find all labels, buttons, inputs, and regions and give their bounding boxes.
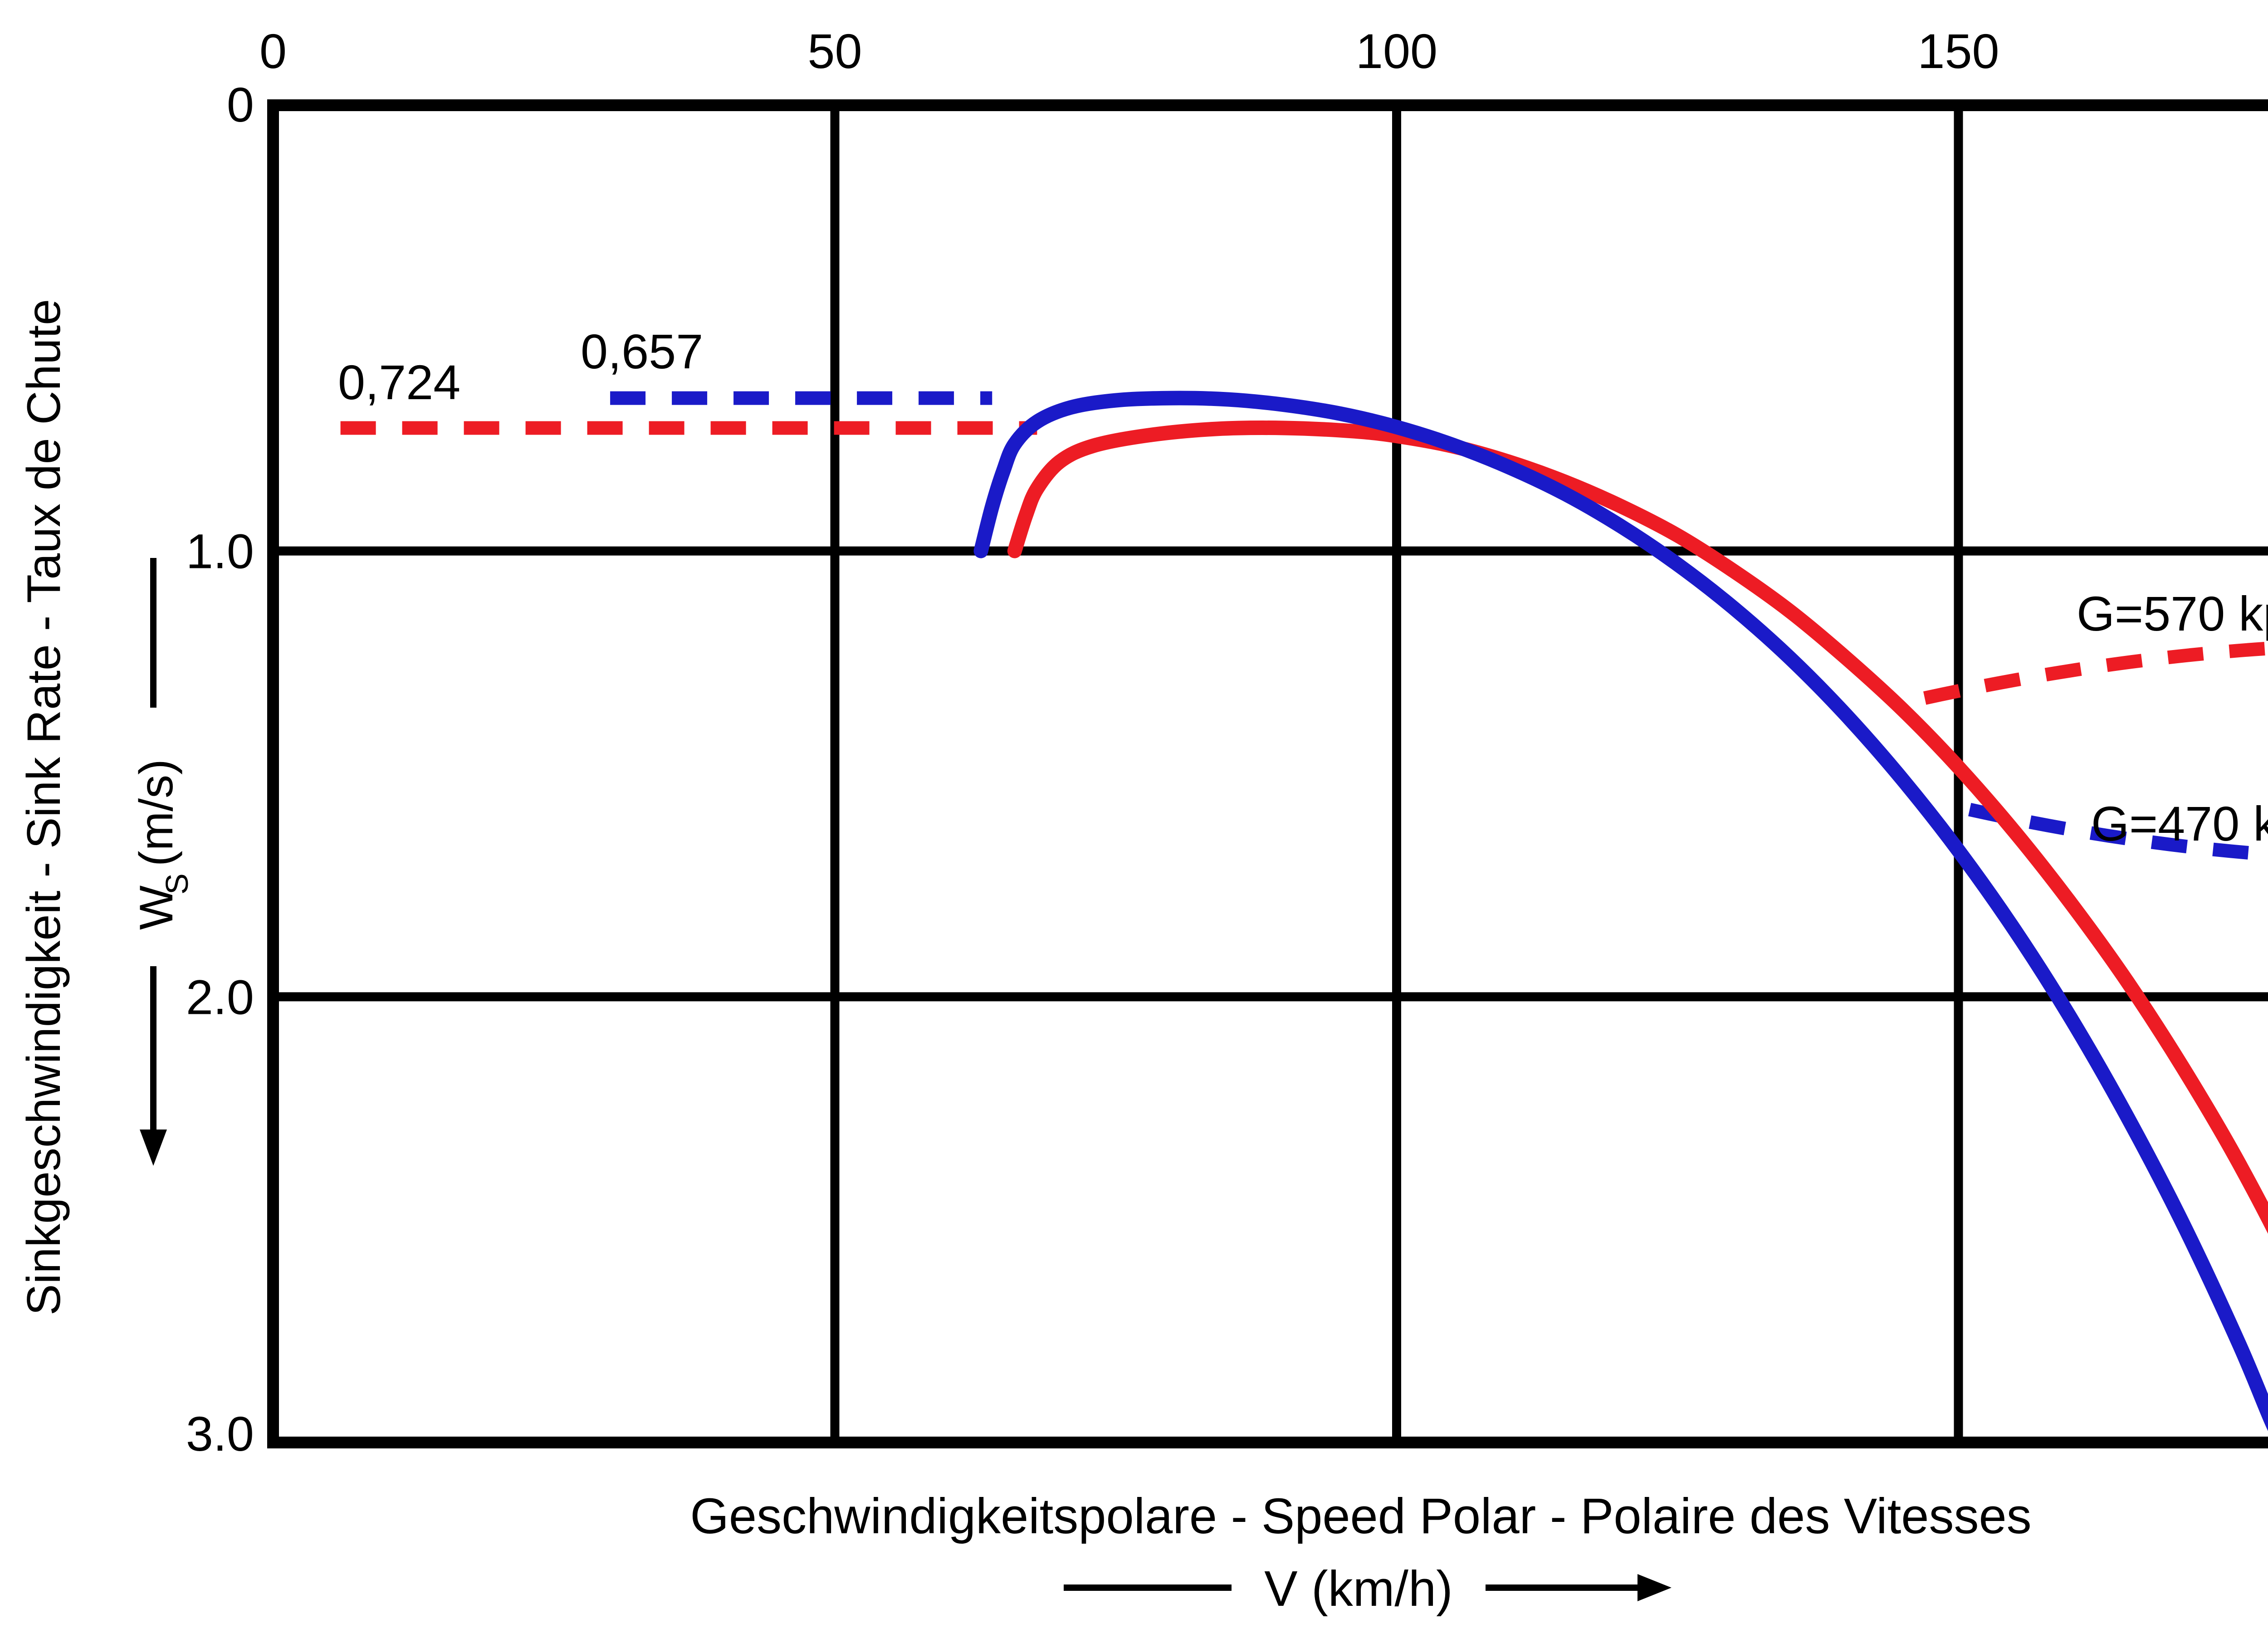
annotation-min-sink-red: 0,724 [338,355,460,410]
y-axis-symbol: W [130,885,183,930]
annotation-weight-blue: G=470 kp [2091,796,2268,851]
annotation-min-sink-blue: 0,657 [581,324,703,379]
series-curve [1007,421,2268,1234]
y-tick-label: 1.0 [186,524,254,579]
y-axis-arrow-head [140,1130,167,1166]
y-tick-label: 2.0 [186,969,254,1024]
chart-caption: Geschwindigkeitspolare - Speed Polar - P… [690,1488,2031,1544]
plot-frame [267,99,2268,1448]
data-series-group [973,391,2268,1431]
x-tick-label: 0 [259,24,287,78]
series-curve [973,391,2268,1431]
y-axis-symbol-subscript: S [159,873,195,895]
x-tick-label: 100 [1356,24,1437,78]
y-axis-label: Sinkgeschwindigkeit - Sink Rate - Taux d… [18,299,70,1315]
x-tick-label: 150 [1917,24,1999,78]
x-axis-label-group: V (km/h) [1064,1561,1672,1617]
annotation-weight-red: G=570 kp [2077,586,2268,641]
x-tick-label: 50 [807,24,862,78]
x-axis-arrow-right-head [1637,1574,1672,1601]
y-axis-arrow-group [140,558,167,1166]
y-axis-symbol-group: W S (m/s) [130,759,195,930]
leader-red-570 [1923,641,2268,705]
y-tick-label: 3.0 [186,1406,254,1461]
x-axis-tick-labels: 050100150200 [259,24,1999,78]
x-axis-label: V (km/h) [1264,1561,1453,1617]
y-tick-label: 0 [227,77,254,132]
y-axis-units: (m/s) [130,759,183,866]
annotation-leader-lines [340,391,2268,861]
y-axis-tick-labels: 0 1.0 2.0 3.0 [186,77,254,1461]
